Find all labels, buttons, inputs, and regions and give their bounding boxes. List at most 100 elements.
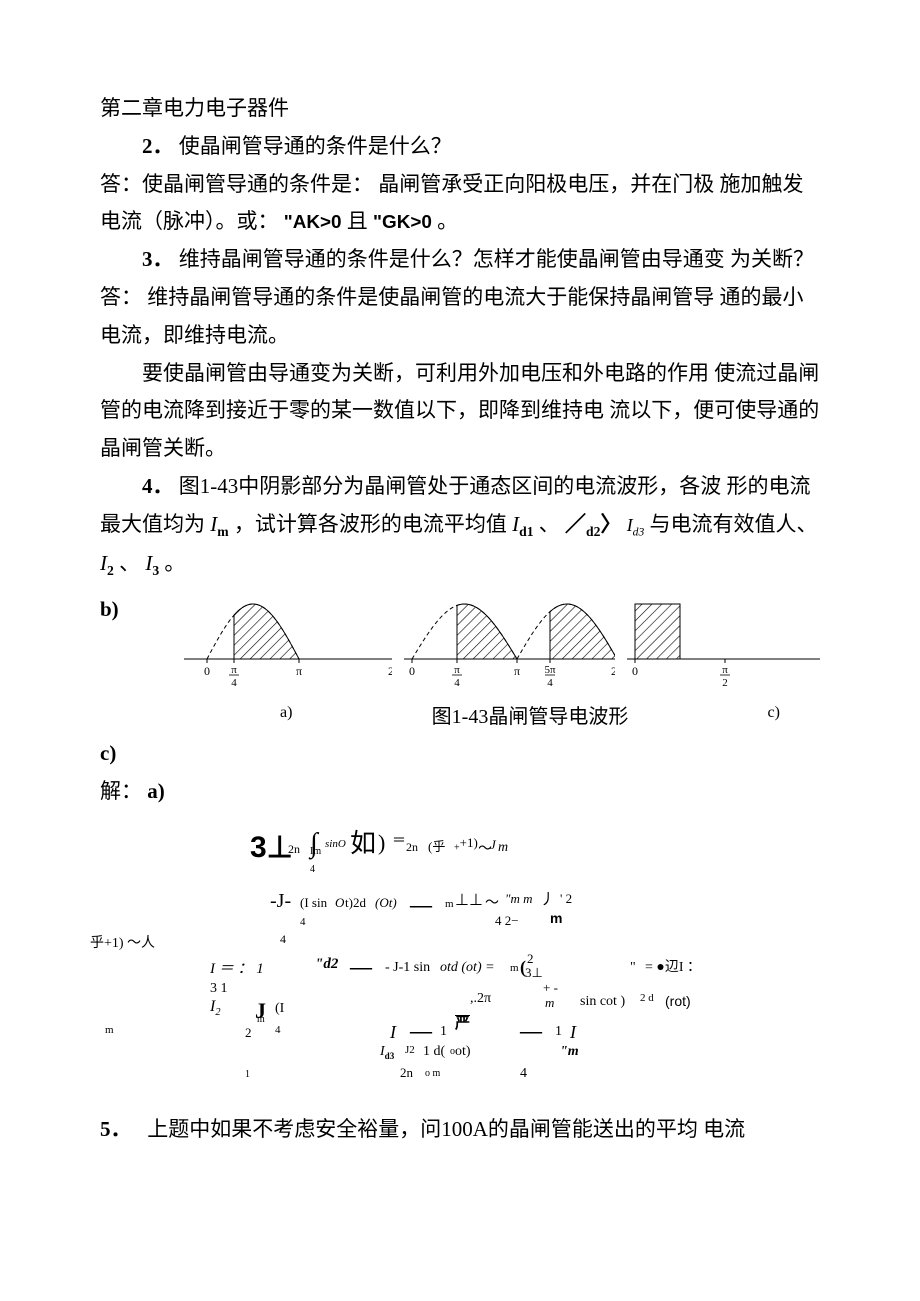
- m2-four: 4: [300, 913, 306, 933]
- mid-sin: sin cot ): [580, 989, 625, 1014]
- svg-text:π: π: [722, 664, 728, 676]
- q3-number: 3．: [142, 247, 174, 271]
- q4-I3: I3: [145, 551, 159, 575]
- svg-text:π: π: [231, 664, 237, 676]
- mid-2d: 2 d: [640, 989, 654, 1009]
- bot-dash2: —: [520, 1011, 542, 1051]
- q4-text-c: 与电流有效值人、: [650, 512, 818, 536]
- label-b: b): [100, 591, 119, 629]
- q3-answer2: 要使晶闸管由导通变为关断，可利用外加电压和外电路的作用 使流过晶闸管的电流降到接…: [100, 355, 820, 468]
- svg-text:2: 2: [723, 677, 729, 689]
- m2-e: (Ot): [375, 891, 397, 914]
- bot-1d: 1 d(: [423, 1039, 445, 1064]
- q2-ans-prefix: 答：使晶闸管导通的条件是：: [100, 172, 373, 196]
- mid-otd: otd (ot) =: [440, 955, 495, 980]
- svg-text:0: 0: [409, 664, 415, 678]
- mid-dash: —: [350, 947, 372, 987]
- mid-quote: ": [630, 955, 636, 980]
- bot-m: "m: [560, 1039, 579, 1064]
- svg-text:π: π: [514, 664, 520, 678]
- q4-sep1: 、: [539, 512, 560, 536]
- svg-text:0: 0: [204, 664, 210, 678]
- svg-text:2π: 2π: [611, 664, 615, 678]
- bot-frac: 严: [455, 1011, 470, 1038]
- m2-perp: ⊥⊥: [455, 887, 483, 916]
- m1-eq: ＝: [392, 829, 406, 854]
- svg-text:4: 4: [547, 677, 553, 689]
- figure-caption-row: a) 图1-43晶闸管导电波形 c): [100, 699, 820, 735]
- m2-b: (I sin: [300, 891, 327, 914]
- m1-3perp: 3⊥: [250, 821, 293, 875]
- ba-I2b: (I: [275, 996, 284, 1021]
- m1-rJ: J: [490, 833, 496, 856]
- m2-c: O: [335, 891, 344, 914]
- caption-main: 图1-43晶闸管导电波形: [432, 699, 629, 735]
- m2-dash: —: [410, 885, 432, 925]
- m3-left: 乎+1) 〜人: [90, 931, 155, 956]
- mid-m: m: [510, 959, 519, 979]
- bot-om: o m: [425, 1065, 440, 1083]
- caption-c: c): [768, 699, 780, 735]
- label-c: c): [100, 735, 820, 773]
- svg-text:0: 0: [632, 664, 638, 678]
- q4-Im: Im: [210, 512, 228, 536]
- waveform-figure: b) 0π4π2π 0π4π5π42π 0π22: [100, 591, 820, 691]
- mid-id2: "d2: [315, 951, 338, 978]
- q4-Id2: ／d2〉: [565, 512, 621, 536]
- q4-sep2: 、: [119, 551, 140, 575]
- ba-Jm: m: [257, 1011, 265, 1029]
- q2-cond-a: "AK>0: [284, 212, 342, 233]
- q3-ans-prefix: 答：: [100, 285, 142, 309]
- q4-Id1: Id1: [512, 512, 533, 536]
- bot-ot: ot): [455, 1039, 471, 1064]
- q2-and: 且: [347, 209, 368, 233]
- q4-question: 4． 图1-43中阴影部分为晶闸管处于通态区间的电流波形，各波 形的电流最大值均…: [100, 468, 820, 583]
- ba-4: 4: [275, 1021, 281, 1041]
- q2-period: 。: [437, 209, 458, 233]
- q4-number: 4．: [142, 474, 174, 498]
- m2-42: 4 2−: [495, 909, 519, 932]
- mid-2pi: ,.2π: [470, 986, 491, 1011]
- m2-m: m: [445, 895, 454, 915]
- m1-ru: 如: [350, 821, 376, 868]
- m1-four: 4: [310, 861, 315, 879]
- q4-text-b: ，试计算各波形的电流平均值: [234, 512, 507, 536]
- m1-rm: m: [498, 835, 508, 860]
- waveform-panel-c: 0π22: [625, 591, 820, 691]
- q3-text: 维持晶闸管导通的条件是什么？怎样才能使晶闸管由导通变 为关断？: [179, 247, 814, 271]
- mid-23: 3⊥: [525, 961, 543, 984]
- q2-text: 使晶闸管导通的条件是什么？: [179, 134, 452, 158]
- q2-question: 2． 使晶闸管导通的条件是什么？: [100, 128, 820, 166]
- ba-I2: I2: [210, 993, 221, 1023]
- q2-cond-b: "GK>0: [373, 212, 432, 233]
- caption-a: a): [280, 699, 292, 735]
- q4-text-d: 。: [164, 551, 185, 575]
- q2-answer: 答：使晶闸管导通的条件是： 晶闸管承受正向阳极电压，并在门极 施加触发电流（脉冲…: [100, 166, 820, 242]
- ba-2: 2: [245, 1021, 252, 1044]
- bot-2n: 2n: [400, 1061, 413, 1084]
- q5-question: 5． 上题中如果不考虑安全裕量，问100A的晶闸管能送出的平均 电流: [100, 1111, 820, 1149]
- svg-text:π: π: [454, 664, 460, 676]
- mid-eq: = ●辺I ：: [645, 955, 701, 980]
- q5-text: 上题中如果不考虑安全裕量，问100A的晶闸管能送出的平均 电流: [147, 1117, 745, 1141]
- mid-neg: - J-1 sin: [385, 955, 430, 980]
- bot-id3: Id3: [380, 1039, 394, 1064]
- m1-r2: (乎: [428, 835, 445, 858]
- chapter-title: 第二章电力电子器件: [100, 90, 820, 128]
- q2-number: 2．: [142, 134, 174, 158]
- mid-m2: m: [545, 991, 554, 1014]
- mid-rot: (rot): [665, 989, 691, 1014]
- svg-text:π: π: [296, 664, 302, 678]
- label-a: a): [147, 779, 165, 803]
- m1-r3: ++1): [454, 831, 478, 858]
- q5-number: 5．: [100, 1117, 132, 1141]
- m2-a: -J-: [270, 883, 291, 919]
- q3-ans1-text: 维持晶闸管导通的条件是使晶闸管的电流大于能保持晶闸管导 通的最小电流，即维持电流…: [100, 285, 804, 347]
- solution-block: 解： a) 3⊥ 2n ∫ Im sinO 如 ) ＝ 2n (乎 ++1) 〜…: [100, 773, 820, 1081]
- math-area: 3⊥ 2n ∫ Im sinO 如 ) ＝ 2n (乎 ++1) 〜 J m 4…: [100, 821, 820, 1081]
- q4-Id3: Id3: [627, 515, 645, 535]
- q3-answer1: 答： 维持晶闸管导通的条件是使晶闸管的电流大于能保持晶闸管导 通的最小电流，即维…: [100, 279, 820, 355]
- svg-text:4: 4: [454, 677, 460, 689]
- waveform-panel-b: 0π4π5π42π: [402, 591, 615, 691]
- m2-mm: "m m: [505, 887, 533, 910]
